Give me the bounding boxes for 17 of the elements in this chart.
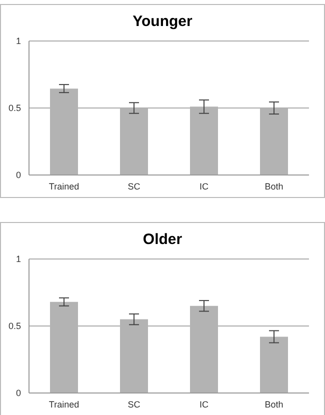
- bar: [260, 336, 288, 393]
- y-tick-label: 1: [16, 36, 21, 46]
- y-tick-label: 0: [16, 170, 21, 180]
- x-tick-label: Both: [264, 181, 284, 192]
- chart-title: Younger: [132, 12, 194, 32]
- y-tick-label: 0.5: [8, 103, 21, 114]
- y-tick-label: 0: [16, 388, 21, 398]
- x-tick-label: Both: [264, 399, 284, 410]
- y-tick-label: 0.5: [8, 321, 21, 332]
- x-tick-label: SC: [128, 181, 141, 192]
- y-tick-label: 1: [16, 254, 21, 264]
- x-tick-label: IC: [200, 181, 209, 192]
- x-tick-label: Trained: [48, 399, 80, 410]
- chart-title: Older: [142, 230, 184, 250]
- x-tick-label: Trained: [48, 181, 80, 192]
- x-tick-label: SC: [128, 399, 141, 410]
- x-tick-label: IC: [200, 399, 209, 410]
